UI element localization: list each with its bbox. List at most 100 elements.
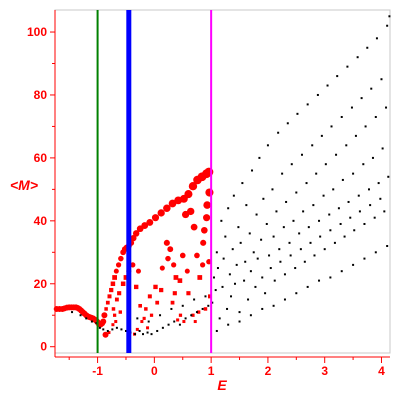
data-point-black — [204, 295, 207, 298]
data-point-black — [275, 210, 278, 213]
data-point-red — [101, 312, 108, 319]
data-point-red — [170, 300, 175, 305]
data-point-black — [215, 251, 218, 254]
data-point-black — [190, 314, 193, 317]
data-point-red — [146, 218, 154, 226]
data-point-red — [138, 303, 142, 308]
data-point-black — [167, 323, 170, 326]
data-point-red — [115, 262, 122, 268]
data-point-black — [268, 254, 271, 257]
data-point-black — [315, 172, 318, 175]
data-point-red — [159, 265, 165, 271]
data-point-red — [182, 320, 186, 324]
data-point-red — [168, 199, 177, 208]
data-point-red — [135, 268, 141, 274]
data-point-black — [193, 298, 196, 301]
y-tick-label: 20 — [34, 277, 48, 291]
data-point-red — [159, 287, 164, 293]
data-point-black — [269, 267, 272, 270]
data-point-black — [85, 317, 88, 320]
y-tick-label: 80 — [34, 88, 48, 102]
data-point-black — [354, 134, 357, 137]
x-tick-label: 3 — [321, 364, 328, 378]
data-point-black — [345, 144, 348, 147]
data-point-black — [363, 222, 366, 225]
data-point-black — [339, 222, 342, 225]
data-point-black — [215, 329, 218, 332]
data-point-red — [177, 278, 183, 283]
data-point-red — [184, 268, 190, 274]
data-point-black — [349, 216, 352, 219]
data-point-black — [273, 279, 276, 282]
data-point-red — [184, 190, 193, 199]
data-point-red — [178, 313, 183, 317]
data-point-black — [333, 241, 336, 244]
data-point-red — [194, 252, 200, 259]
data-point-black — [371, 156, 374, 159]
data-point-black — [136, 317, 139, 320]
data-point-black — [352, 263, 355, 266]
data-point-black — [262, 197, 265, 200]
data-point-black — [313, 254, 316, 257]
x-tick-label: 4 — [378, 364, 385, 378]
data-point-red — [142, 316, 146, 320]
data-point-black — [379, 197, 382, 200]
data-point-red — [203, 214, 211, 222]
data-point-black — [227, 207, 230, 210]
data-point-black — [184, 317, 187, 320]
data-point-red — [165, 255, 171, 262]
data-point-black — [231, 248, 234, 251]
data-point-red — [112, 275, 117, 280]
data-point-black — [316, 93, 319, 96]
data-point-black — [264, 292, 267, 295]
data-point-black — [278, 248, 281, 251]
data-point-red — [155, 300, 160, 305]
reference-lines — [96, 10, 213, 353]
data-point-black — [161, 326, 164, 329]
data-point-black — [335, 153, 338, 156]
data-point-black — [249, 314, 252, 317]
data-point-red — [151, 214, 160, 222]
data-point-black — [170, 307, 173, 310]
data-point-black — [383, 210, 386, 213]
data-point-red — [118, 255, 124, 262]
data-point-black — [272, 304, 275, 307]
data-point-red — [188, 182, 198, 191]
data-point-black — [111, 328, 114, 331]
data-point-black — [350, 106, 353, 109]
data-point-black — [353, 229, 356, 232]
data-point-black — [374, 251, 377, 254]
data-point-black — [302, 210, 305, 213]
data-point-black — [340, 270, 343, 273]
data-point-black — [178, 323, 181, 326]
data-point-black — [388, 15, 391, 18]
data-point-black — [282, 226, 285, 229]
data-point-black — [369, 204, 372, 207]
data-point-red — [132, 230, 140, 237]
data-point-black — [307, 226, 310, 229]
data-point-red — [134, 284, 139, 290]
data-point-black — [195, 311, 198, 314]
data-point-black — [147, 320, 150, 323]
data-point-red — [111, 307, 116, 311]
data-point-black — [239, 241, 242, 244]
data-point-red — [117, 291, 122, 296]
data-point-black — [283, 273, 286, 276]
data-point-black — [311, 144, 314, 147]
y-tick-label: 60 — [34, 151, 48, 165]
data-point-black — [120, 328, 123, 331]
data-point-black — [285, 200, 288, 203]
data-point-black — [207, 304, 210, 307]
data-point-black — [266, 144, 269, 147]
data-point-red — [144, 307, 148, 311]
data-point-black — [292, 219, 295, 222]
data-point-black — [254, 285, 257, 288]
data-point-black — [173, 320, 176, 323]
data-point-black — [258, 156, 261, 159]
data-point-red — [100, 318, 107, 325]
data-point-black — [235, 263, 238, 266]
data-point-black — [256, 257, 259, 260]
data-point-black — [329, 229, 332, 232]
data-point-black — [358, 210, 361, 213]
data-point-black — [288, 241, 291, 244]
